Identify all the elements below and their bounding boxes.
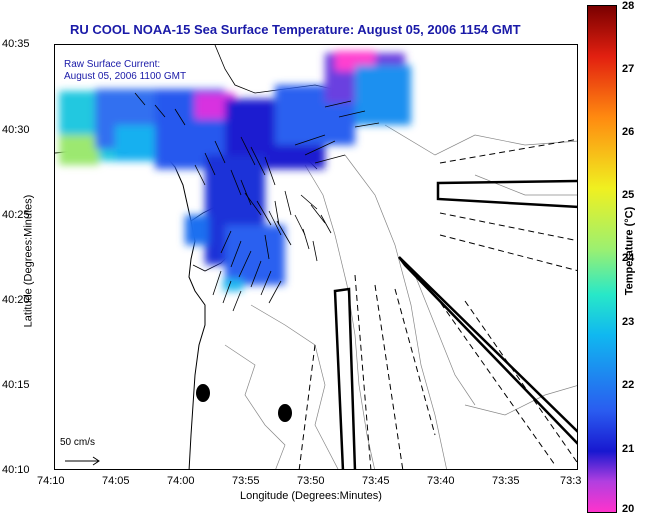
map-panel [54,44,578,470]
buoy-marker-1 [196,384,210,402]
lon-tick-7: 73:40 [427,475,455,487]
colorbar-tick: 20 [622,503,635,515]
lon-tick-9: 73:3 [560,475,582,487]
lat-tick-1: 40:35 [2,38,30,50]
lat-tick-2: 40:30 [2,124,30,136]
colorbar-tick: 23 [622,316,635,328]
buoy-marker-2 [278,404,292,422]
scale-label: 50 cm/s [60,437,96,448]
lon-tick-5: 73:50 [297,475,325,487]
colorbar-tick: 28 [622,0,635,12]
map-canvas [55,45,577,469]
lat-tick-3: 40:25 [2,209,30,221]
colorbar-tick: 27 [622,63,635,75]
lon-tick-2: 74:05 [102,475,130,487]
lon-tick-6: 73:45 [362,475,390,487]
lat-tick-4: 40:20 [2,294,30,306]
lat-tick-5: 40:15 [2,379,30,391]
y-axis-label: Latitude (Degrees:Minutes) [22,194,35,328]
x-axis-label: Longitude (Degrees:Minutes) [240,490,382,502]
colorbar-tick: 24 [622,252,635,264]
colorbar-tick: 21 [622,443,635,455]
radar-dashed-lines [298,138,577,469]
scale-arrow [65,456,100,466]
shipping-lanes [333,179,577,469]
land-coastline [55,146,206,469]
colorbar-label: Temperature (°C) [623,206,636,296]
lon-tick-3: 74:00 [167,475,195,487]
temperature-colorbar [587,5,617,513]
lon-tick-4: 73:55 [232,475,260,487]
current-label-line1: Raw Surface Current: [64,59,161,70]
sst-field [59,51,411,291]
colorbar-tick: 22 [622,379,635,391]
map-title: RU COOL NOAA-15 Sea Surface Temperature:… [70,22,521,37]
bathymetry-contours [224,124,577,469]
lon-tick-8: 73:35 [492,475,520,487]
lat-tick-6: 40:10 [2,464,30,476]
colorbar-tick: 26 [622,126,635,138]
current-vectors [134,92,380,312]
lon-tick-1: 74:10 [37,475,65,487]
current-label-line2: August 05, 2006 1100 GMT [64,71,187,82]
colorbar-tick: 25 [622,189,635,201]
